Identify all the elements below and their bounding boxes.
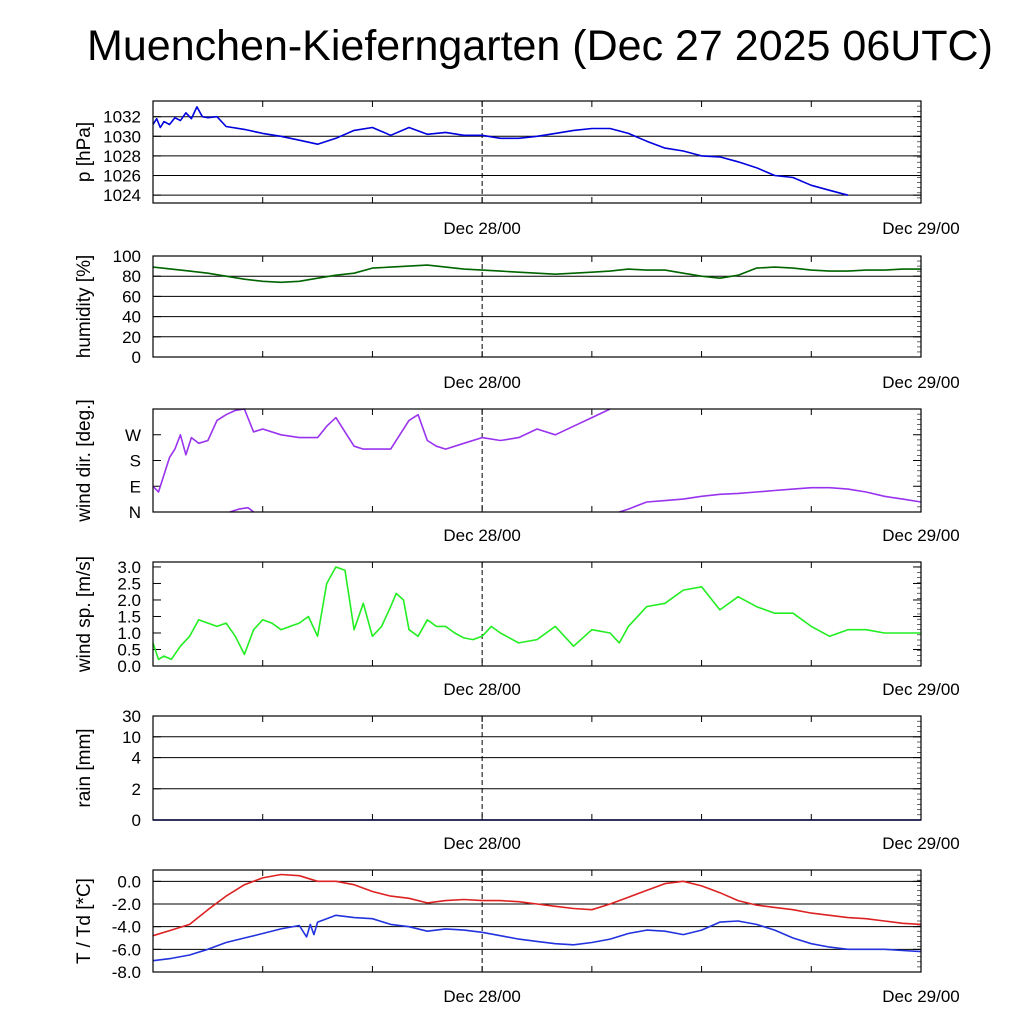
rain-ytick-label: 10 bbox=[122, 728, 141, 747]
pressure-ytick-label: 1032 bbox=[103, 108, 141, 127]
temperature-ytick-label: -6.0 bbox=[112, 940, 141, 959]
humidity-ytick-label: 40 bbox=[122, 308, 141, 327]
wind-direction-ytick-label: S bbox=[130, 452, 141, 471]
pressure-series-p bbox=[152, 106, 849, 196]
wind-speed-series-wind-speed bbox=[152, 566, 921, 661]
temperature-ytick-label: -8.0 bbox=[112, 963, 141, 982]
wind-speed-ytick-label: 1.5 bbox=[117, 607, 141, 626]
wind-speed-ytick-label: 2.5 bbox=[117, 574, 141, 593]
wind-speed-ytick-label: 2.0 bbox=[117, 591, 141, 610]
humidity-ytick-label: 0 bbox=[132, 348, 141, 367]
humidity-ytick-label: 60 bbox=[122, 287, 141, 306]
temperature-date-label: Dec 28/00 bbox=[443, 987, 521, 1006]
pressure-ytick-label: 1026 bbox=[103, 167, 141, 186]
pressure-ytick-label: 1024 bbox=[103, 186, 141, 205]
wind-speed-ytick-label: 0.5 bbox=[117, 640, 141, 659]
temperature-axis-title: T / Td [*C] bbox=[74, 878, 95, 964]
rain-ytick-label: 4 bbox=[132, 749, 141, 768]
temperature-series-Td bbox=[152, 914, 922, 962]
temperature-series-T bbox=[152, 873, 922, 937]
wind-direction-ytick-label: W bbox=[125, 426, 141, 445]
wind-direction-ytick-label: N bbox=[129, 503, 141, 522]
temperature-frame bbox=[152, 869, 922, 973]
pressure-axis-title: p [hPa] bbox=[74, 122, 95, 182]
wind-direction-series-dir-late bbox=[619, 486, 922, 513]
temperature-ytick-label: 0.0 bbox=[117, 872, 141, 891]
humidity-series-humidity bbox=[152, 264, 921, 284]
page-title: Muenchen-Kieferngarten (Dec 27 2025 06UT… bbox=[87, 22, 993, 70]
rain-date-label: Dec 29/00 bbox=[882, 834, 960, 853]
humidity-ytick-label: 80 bbox=[122, 267, 141, 286]
rain-ytick-label: 30 bbox=[122, 707, 141, 726]
humidity-frame bbox=[152, 255, 922, 358]
rain-frame bbox=[152, 715, 922, 821]
wind-speed-ytick-label: 3.0 bbox=[117, 558, 141, 577]
pressure-frame bbox=[152, 100, 922, 204]
rain-axis-title: rain [mm] bbox=[74, 728, 95, 807]
wind-speed-date-label: Dec 28/00 bbox=[443, 680, 521, 699]
temperature-ytick-label: -2.0 bbox=[112, 895, 141, 914]
wind-direction-series-dir-main bbox=[152, 408, 611, 493]
rain-ytick-label: 2 bbox=[132, 780, 141, 799]
wind-direction-series-dir-wrap-low bbox=[229, 506, 255, 513]
wind-direction-axis-title: wind dir. [deg.] bbox=[74, 399, 95, 523]
rain-ytick-label: 0 bbox=[132, 811, 141, 830]
pressure-date-label: Dec 28/00 bbox=[443, 219, 521, 238]
pressure-ytick-label: 1028 bbox=[103, 147, 141, 166]
wind-direction-date-label: Dec 28/00 bbox=[443, 526, 521, 545]
humidity-ytick-label: 100 bbox=[113, 247, 141, 266]
wind-direction-ytick-label: E bbox=[130, 477, 141, 496]
humidity-axis-title: humidity [%] bbox=[74, 255, 95, 358]
wind-speed-ytick-label: 0.0 bbox=[117, 657, 141, 676]
humidity-date-label: Dec 28/00 bbox=[443, 373, 521, 392]
wind-speed-frame bbox=[152, 561, 922, 667]
humidity-ytick-label: 20 bbox=[122, 328, 141, 347]
temperature-date-label: Dec 29/00 bbox=[882, 987, 960, 1006]
pressure-date-label: Dec 29/00 bbox=[882, 219, 960, 238]
temperature-ytick-label: -4.0 bbox=[112, 918, 141, 937]
wind-direction-date-label: Dec 29/00 bbox=[882, 526, 960, 545]
rain-date-label: Dec 28/00 bbox=[443, 834, 521, 853]
wind-speed-ytick-label: 1.0 bbox=[117, 624, 141, 643]
humidity-date-label: Dec 29/00 bbox=[882, 373, 960, 392]
wind-direction-frame bbox=[152, 408, 922, 513]
wind-speed-axis-title: wind sp. [m/s] bbox=[74, 556, 95, 673]
wind-speed-date-label: Dec 29/00 bbox=[882, 680, 960, 699]
pressure-ytick-label: 1030 bbox=[103, 127, 141, 146]
